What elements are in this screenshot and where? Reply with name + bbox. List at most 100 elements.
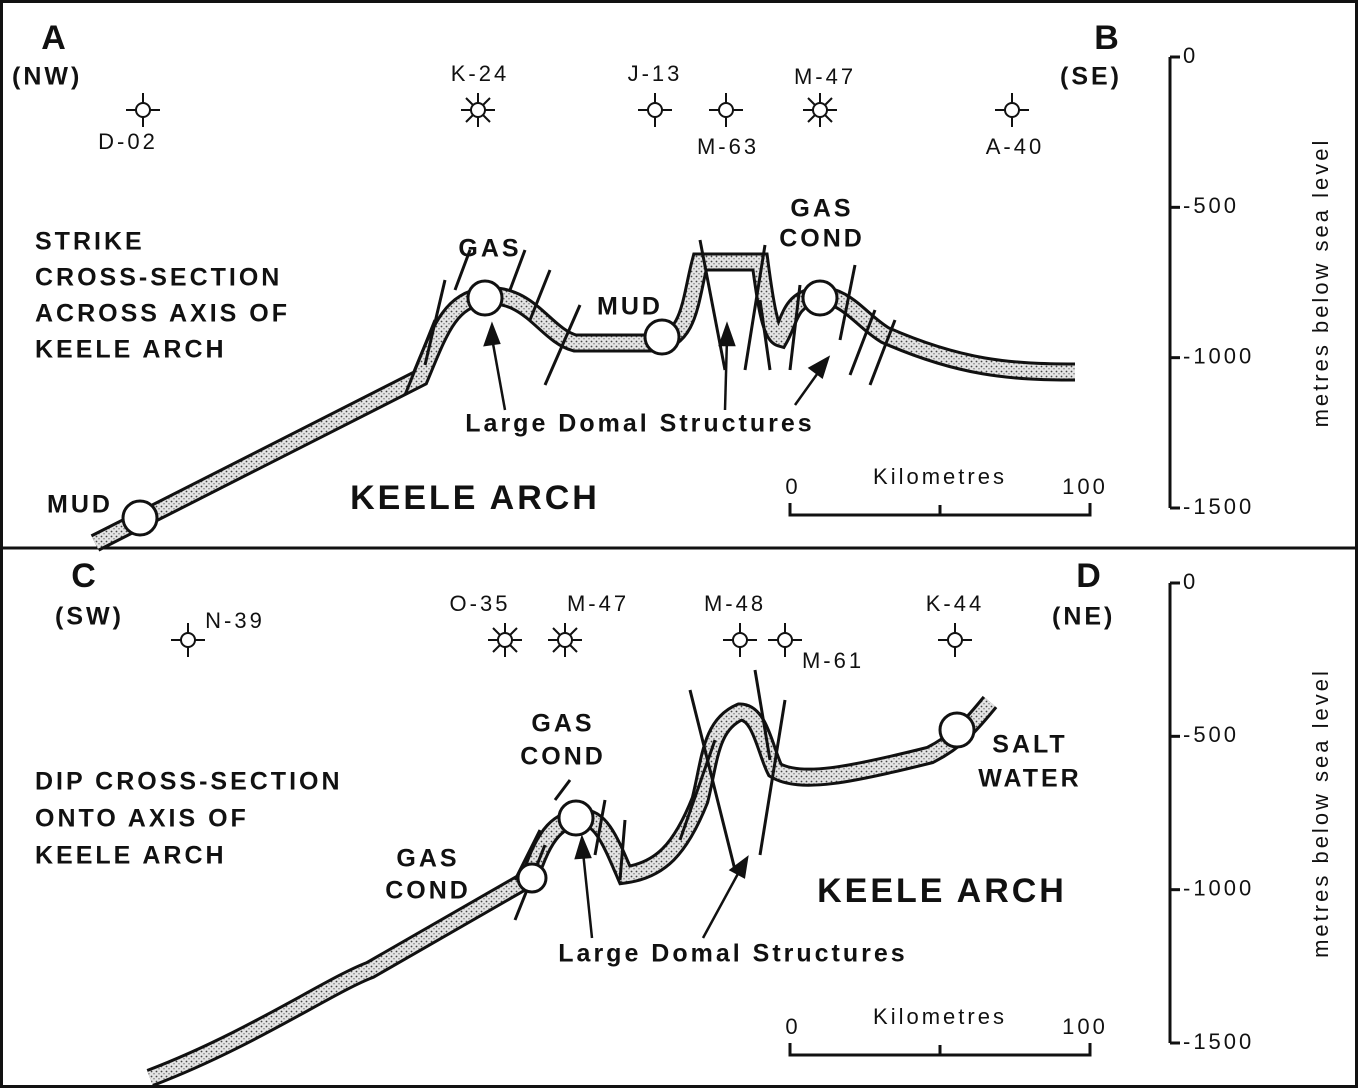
section-title: STRIKE	[35, 228, 145, 256]
well-label: M-61	[802, 648, 864, 673]
depth-tick-label: -500	[1183, 193, 1239, 218]
well-tick	[493, 645, 500, 652]
fluid-label: COND	[385, 877, 471, 905]
well-symbol	[638, 93, 672, 127]
well-tick	[466, 115, 473, 122]
fluid-label: MUD	[597, 293, 663, 321]
well-tick	[483, 98, 490, 105]
fluid-label: GAS	[458, 235, 521, 263]
scale-end: 100	[1062, 474, 1108, 499]
well-symbol	[709, 93, 743, 127]
depth-tick-label: -1500	[1183, 494, 1254, 519]
end-letter: D	[1076, 557, 1104, 595]
well-circle	[1005, 103, 1019, 117]
well-circle	[181, 633, 195, 647]
well-tick	[493, 628, 500, 635]
structure-label: Large Domal Structures	[465, 410, 814, 438]
well-circle	[136, 103, 150, 117]
well-tick	[510, 628, 517, 635]
well-symbol	[768, 623, 802, 657]
end-letter: C	[71, 557, 99, 595]
well-symbol	[461, 93, 495, 127]
section-title: KEELE ARCH	[35, 336, 227, 364]
depth-tick-label: 0	[1183, 43, 1198, 68]
well-label: M-48	[704, 591, 766, 616]
well-label: N-39	[205, 608, 265, 633]
well-circle	[813, 103, 827, 117]
well-circle	[498, 633, 512, 647]
end-letter: A	[41, 19, 69, 57]
scale-end: 100	[1062, 1014, 1108, 1039]
depth-axis-title: metres below sea level	[1308, 668, 1333, 958]
end-direction: (SW)	[55, 603, 124, 631]
fluid-label: SALT	[992, 731, 1067, 759]
well-symbol	[126, 93, 160, 127]
depth-axis-title: metres below sea level	[1308, 138, 1333, 428]
well-tick	[466, 98, 473, 105]
depth-tick-label: -1000	[1183, 343, 1254, 368]
well-tick	[808, 98, 815, 105]
well-tick	[570, 628, 577, 635]
well-label: K-24	[451, 61, 509, 86]
well-circle	[719, 103, 733, 117]
end-direction: (SE)	[1060, 63, 1122, 91]
depth-tick-label: 0	[1183, 569, 1198, 594]
well-symbol	[938, 623, 972, 657]
well-tick	[553, 645, 560, 652]
frame	[2, 2, 1357, 1087]
depth-tick-label: -1500	[1183, 1029, 1254, 1054]
structure-label: Large Domal Structures	[558, 940, 907, 968]
well-symbol	[723, 623, 757, 657]
depth-tick-label: -1000	[1183, 875, 1254, 900]
scale-start: 0	[785, 474, 800, 499]
scale-start: 0	[785, 1014, 800, 1039]
well-label: D-02	[98, 129, 158, 154]
scale-bar	[790, 503, 1090, 515]
fluid-label: GAS	[531, 710, 594, 738]
well-circle	[778, 633, 792, 647]
well-label: M-47	[794, 64, 856, 89]
well-circle	[948, 633, 962, 647]
well-label: M-47	[567, 591, 629, 616]
section-title: ONTO AXIS OF	[35, 805, 249, 833]
well-label: M-63	[697, 134, 759, 159]
well-circle	[558, 633, 572, 647]
section-title: ACROSS AXIS OF	[35, 300, 290, 328]
well-tick	[510, 645, 517, 652]
well-circle	[648, 103, 662, 117]
fluid-label: WATER	[978, 765, 1081, 793]
section-title: DIP CROSS-SECTION	[35, 768, 343, 796]
well-symbol	[995, 93, 1029, 127]
well-circle	[733, 633, 747, 647]
depth-tick-label: -500	[1183, 722, 1239, 747]
end-direction: (NE)	[1052, 603, 1115, 631]
fluid-label: MUD	[47, 491, 113, 519]
diagram: A (NW) B (SE) D-02 K-24 J-13 M-63 M-47 A-40 STRIKE…	[0, 0, 1358, 1088]
well-symbol	[488, 623, 522, 657]
well-symbol	[803, 93, 837, 127]
scale-bar	[790, 1043, 1090, 1055]
well-tick	[553, 628, 560, 635]
fluid-label: GAS	[790, 195, 853, 223]
section-title: CROSS-SECTION	[35, 264, 282, 292]
well-tick	[825, 98, 832, 105]
well-tick	[483, 115, 490, 122]
fluid-markers	[123, 281, 974, 892]
fluid-label: COND	[520, 743, 606, 771]
scale-title: Kilometres	[873, 464, 1007, 489]
well-symbol	[171, 623, 205, 657]
well-tick	[808, 115, 815, 122]
end-letter: B	[1094, 19, 1122, 57]
well-label: J-13	[628, 61, 683, 86]
well-tick	[825, 115, 832, 122]
arch-label: KEELE ARCH	[350, 479, 600, 517]
fluid-label: COND	[779, 225, 865, 253]
well-label: O-35	[450, 591, 511, 616]
section-title: KEELE ARCH	[35, 842, 227, 870]
arch-label: KEELE ARCH	[817, 872, 1067, 910]
well-circle	[471, 103, 485, 117]
fluid-label: GAS	[396, 845, 459, 873]
well-label: K-44	[926, 591, 984, 616]
well-label: A-40	[986, 134, 1044, 159]
end-direction: (NW)	[12, 63, 82, 91]
